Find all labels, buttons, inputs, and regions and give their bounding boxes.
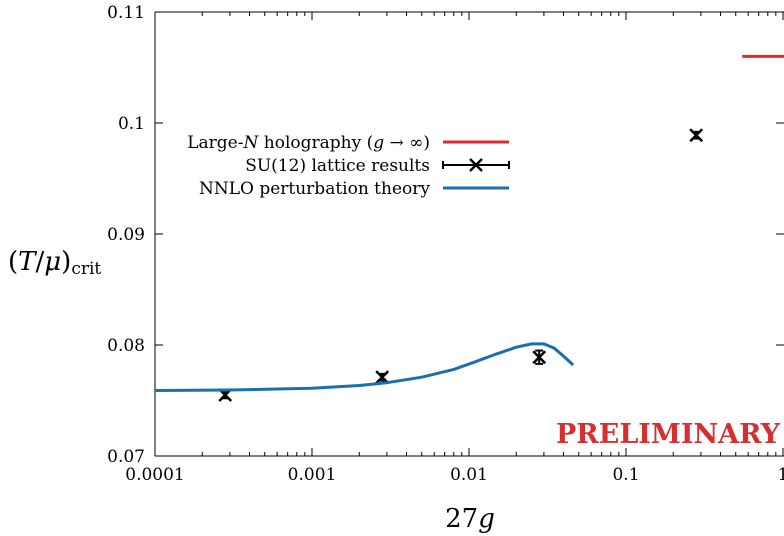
legend: Large-N holography (g → ∞) SU(12) lattice… [187, 133, 510, 199]
x-tick-label: 0.1 [612, 465, 639, 485]
lattice-data-point [532, 349, 547, 365]
y-tick-label: 0.09 [107, 225, 145, 245]
series-layer [154, 54, 784, 402]
y-axis-title: (T/μ)crit [8, 247, 101, 279]
y-tick-label: 0.08 [107, 336, 145, 356]
x-tick-label: 0.01 [450, 465, 488, 485]
legend-label: SU(12) lattice results [245, 156, 430, 176]
lattice-data-point [375, 370, 390, 385]
perturbation-theory-curve [154, 342, 575, 392]
legend-label: NNLO perturbation theory [199, 179, 430, 199]
preliminary-annotation: PRELIMINARY [556, 419, 781, 450]
y-tick-label: 0.11 [107, 3, 145, 23]
x-axis-title: 27g [445, 504, 495, 534]
y-tick-label: 0.1 [118, 114, 145, 134]
lattice-data-point [689, 128, 704, 143]
x-tick-label: 0.0001 [125, 465, 184, 485]
y-tick-label: 0.07 [107, 447, 145, 467]
x-tick-label: 0.001 [288, 465, 337, 485]
x-tick-label: 1 [778, 465, 784, 485]
legend-label: Large-N holography (g → ∞) [187, 133, 430, 153]
axes: 0.070.080.090.10.110.0001 0.001 0.01 0.1 1 [107, 3, 784, 485]
legend-marker-stroke [469, 158, 483, 172]
